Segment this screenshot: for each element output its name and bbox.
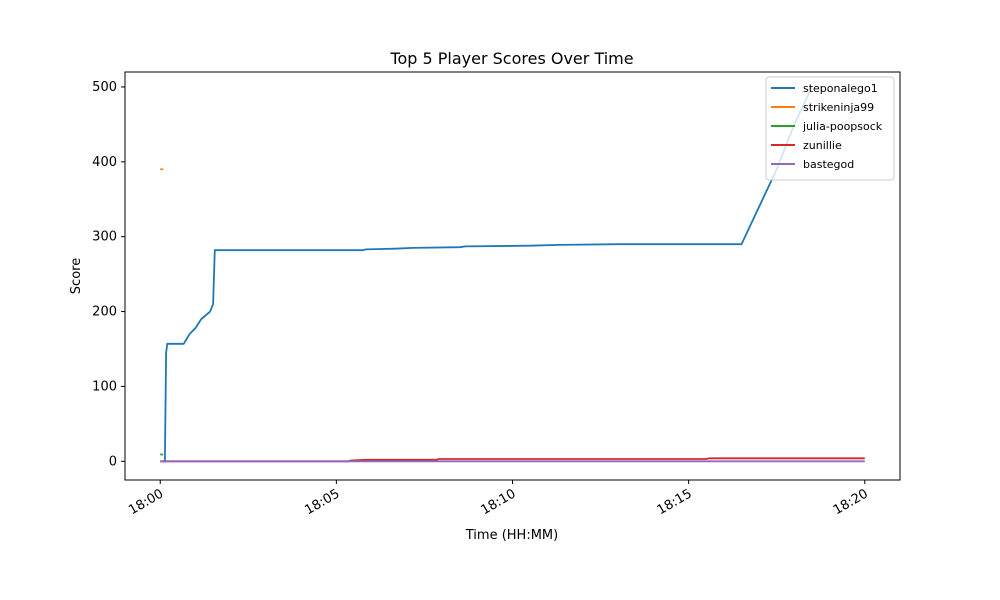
y-tick-label: 100 [92, 379, 117, 394]
series-line [163, 86, 813, 463]
legend-label: bastegod [803, 158, 854, 171]
y-axis-label: Score [69, 258, 84, 294]
legend-label: zunillie [803, 139, 842, 152]
plot-frame [124, 71, 901, 481]
x-axis-label: Time (HH:MM) [465, 528, 558, 543]
legend-label: strikeninja99 [803, 101, 874, 114]
y-tick-label: 200 [92, 305, 117, 320]
chart-title: Top 5 Player Scores Over Time [389, 49, 633, 68]
y-tick-label: 500 [92, 80, 117, 95]
y-tick-label: 400 [92, 155, 117, 170]
legend-box [765, 76, 895, 181]
legend-label: julia-poopsock [802, 120, 883, 133]
y-tick-label: 0 [109, 454, 117, 469]
y-tick-label: 300 [92, 230, 117, 245]
legend-label: steponalego1 [803, 82, 878, 95]
